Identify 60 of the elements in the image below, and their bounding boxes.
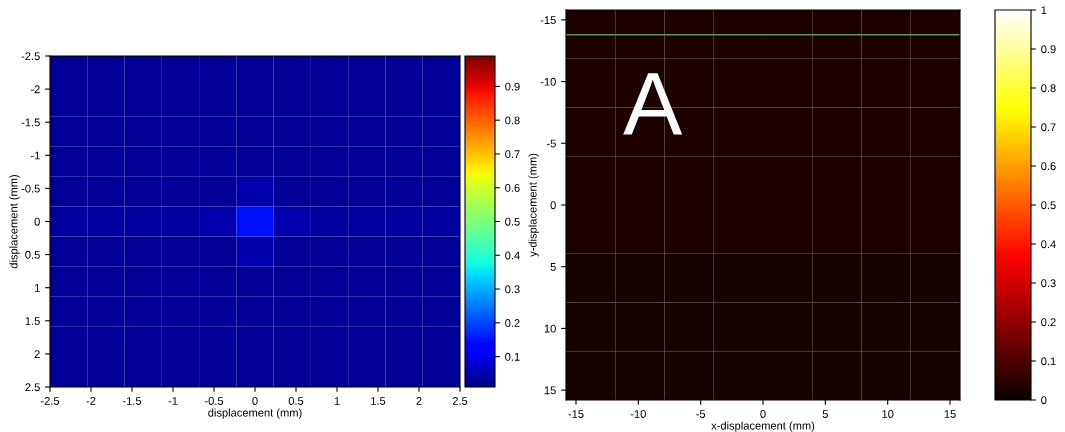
color-bar-label: 0.1 bbox=[505, 352, 520, 361]
y-axis-title: displacement (mm) bbox=[9, 174, 20, 269]
y-tick-label: 0.5 bbox=[25, 250, 40, 259]
y-tick-label: -2 bbox=[30, 85, 40, 94]
x-tick-label: 0.5 bbox=[288, 397, 304, 405]
x-tick-label: 2.5 bbox=[452, 397, 468, 405]
y-tick-label: 1.5 bbox=[25, 317, 40, 325]
x-tick-label: -0.5 bbox=[204, 397, 224, 405]
color-bar-label: 0.8 bbox=[505, 116, 520, 125]
y-tick-label: 10 bbox=[544, 324, 556, 333]
y-tick-label: 2.5 bbox=[25, 383, 40, 392]
x-tick-label: 0 bbox=[760, 410, 766, 418]
y-tick-label: 1 bbox=[34, 284, 40, 292]
x-tick-label: -1.5 bbox=[122, 397, 142, 405]
y-tick-label: -1 bbox=[30, 151, 40, 160]
y-tick-label: 2 bbox=[34, 350, 40, 358]
color-bar-label: 0.8 bbox=[1041, 84, 1056, 93]
x-tick-label: -5 bbox=[696, 410, 706, 418]
y-tick-label: 0 bbox=[34, 217, 40, 226]
x-tick-label: 2 bbox=[416, 397, 422, 405]
color-bar-label: 0.6 bbox=[505, 183, 520, 192]
x-tick-label: 1 bbox=[334, 397, 340, 405]
y-tick-label: -10 bbox=[540, 77, 556, 86]
color-bar-label: 0.1 bbox=[1041, 357, 1056, 366]
x-tick-label: -2.5 bbox=[40, 397, 60, 405]
color-bar-label: 0.3 bbox=[1041, 279, 1056, 288]
x-tick-label: -2 bbox=[86, 397, 96, 405]
x-tick-label: -10 bbox=[630, 410, 646, 418]
y-tick-label: -0.5 bbox=[21, 184, 40, 193]
y-tick-label: -15 bbox=[540, 16, 556, 25]
y-tick-label: 5 bbox=[550, 263, 556, 271]
color-bar-label: 0.2 bbox=[1041, 318, 1056, 327]
y-tick-label: -1.5 bbox=[21, 118, 40, 127]
color-bar-label: 0.9 bbox=[1041, 45, 1056, 54]
annotation: A bbox=[623, 73, 683, 135]
color-bar-label: 0.9 bbox=[505, 82, 520, 91]
y-tick-label: 0 bbox=[550, 201, 556, 210]
y-tick-label: -2.5 bbox=[21, 52, 40, 61]
y-axis-title: y-displacement (mm) bbox=[528, 153, 539, 257]
color-bar-label: 0.3 bbox=[505, 285, 520, 294]
color-bar-label: 0.7 bbox=[505, 150, 520, 159]
x-tick-label: -1 bbox=[168, 397, 178, 405]
color-bar-label: 0.6 bbox=[1041, 162, 1056, 171]
x-tick-label: 1.5 bbox=[371, 397, 386, 405]
x-tick-label: 15 bbox=[944, 410, 956, 418]
x-tick-label: 10 bbox=[882, 410, 894, 418]
x-tick-label: 5 bbox=[822, 410, 828, 418]
x-axis-title: displacement (mm) bbox=[208, 408, 302, 419]
color-bar-label: 0.5 bbox=[1041, 201, 1056, 210]
color-bar-label: 0.4 bbox=[1041, 240, 1056, 249]
color-bar-label: 1 bbox=[1041, 6, 1047, 15]
y-tick-label: -5 bbox=[546, 139, 556, 148]
color-bar-label: 0.2 bbox=[505, 319, 520, 327]
x-axis-title: x-displacement (mm) bbox=[711, 421, 815, 432]
color-bar-label: 0.5 bbox=[505, 217, 520, 226]
x-tick-label: 0 bbox=[252, 397, 258, 405]
x-tick-label: -15 bbox=[568, 410, 584, 418]
color-bar-label: 0.4 bbox=[505, 251, 520, 260]
color-bar-label: 0.7 bbox=[1041, 123, 1056, 132]
y-tick-label: 15 bbox=[544, 386, 556, 395]
